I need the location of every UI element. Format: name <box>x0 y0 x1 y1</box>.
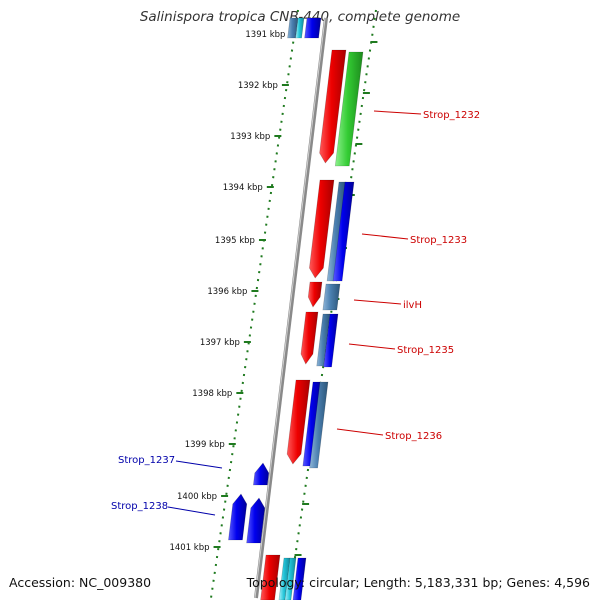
gene-feature-blue[interactable] <box>246 497 266 544</box>
gene-feature[interactable] <box>278 557 291 600</box>
kbp-tick-group: 1391 kbp 1392 kbp 1393 kbp 1394 kbp 1395 kbp… <box>169 30 297 553</box>
scale-dotted-ring <box>210 9 299 599</box>
gene-feature-red[interactable] <box>286 379 311 465</box>
gene-feature[interactable] <box>292 557 307 600</box>
gene-label-strop-1233[interactable]: Strop_1233 <box>410 235 467 246</box>
kbp-tick-label: 1394 kbp <box>223 183 263 193</box>
kbp-tick-label: 1396 kbp <box>207 287 247 297</box>
label-leader-line <box>348 343 396 350</box>
gene-feature-red[interactable] <box>309 179 335 279</box>
kbp-tick-label: 1397 kbp <box>200 338 240 348</box>
kbp-tick-label: 1398 kbp <box>192 389 232 399</box>
gene-feature-strop-1237[interactable] <box>253 462 270 486</box>
topology-text: Topology: circular; Length: 5,183,331 bp… <box>246 575 590 590</box>
gene-feature[interactable] <box>284 557 297 600</box>
label-leader-group <box>167 110 422 516</box>
gene-feature-red[interactable] <box>307 281 323 308</box>
gene-feature-strop-1236[interactable] <box>309 381 329 469</box>
gene-label-strop-1237[interactable]: Strop_1237 <box>118 455 175 466</box>
label-leader-line <box>175 460 223 469</box>
accession-text: Accession: NC_009380 <box>9 575 152 590</box>
gene-label-strop-1236[interactable]: Strop_1236 <box>385 431 442 442</box>
gene-label-strop-1232[interactable]: Strop_1232 <box>423 110 480 121</box>
genome-backbone-highlight <box>254 17 326 599</box>
kbp-tick-label: 1401 kbp <box>169 543 209 553</box>
gene-feature-strop-1232-red[interactable] <box>319 49 347 164</box>
kbp-tick-label: 1393 kbp <box>230 132 270 142</box>
label-leader-line <box>361 233 409 240</box>
label-leader-line <box>336 428 384 436</box>
gene-feature-strop-1235[interactable] <box>323 313 339 368</box>
gene-feature[interactable] <box>295 17 305 39</box>
gene-feature[interactable] <box>304 17 322 39</box>
gene-feature-ilvh[interactable] <box>322 283 341 311</box>
kbp-tick-label: 1400 kbp <box>177 492 217 502</box>
gene-label-strop-1235[interactable]: Strop_1235 <box>397 345 454 356</box>
gene-feature-strop-1232[interactable] <box>334 51 364 167</box>
label-leader-line <box>373 110 422 115</box>
gene-feature-strop-1238[interactable] <box>228 493 248 541</box>
label-leader-line <box>353 299 402 305</box>
kbp-tick-label: 1395 kbp <box>215 236 255 246</box>
gene-label-ilvh[interactable]: ilvH <box>403 300 422 311</box>
gene-feature-red[interactable] <box>300 311 319 365</box>
map-title: Salinispora tropica CNB-440, complete ge… <box>139 9 461 25</box>
gene-feature-group <box>228 17 364 600</box>
kbp-tick-label: 1399 kbp <box>185 440 225 450</box>
label-leader-line <box>167 506 216 516</box>
kbp-tick-label: 1392 kbp <box>238 81 278 91</box>
gene-feature[interactable] <box>260 554 281 600</box>
gene-feature-strop-1233[interactable] <box>332 181 355 282</box>
kbp-tick-label: 1391 kbp <box>245 30 285 40</box>
gene-label-strop-1238[interactable]: Strop_1238 <box>111 501 168 512</box>
genome-backbone <box>254 17 328 599</box>
